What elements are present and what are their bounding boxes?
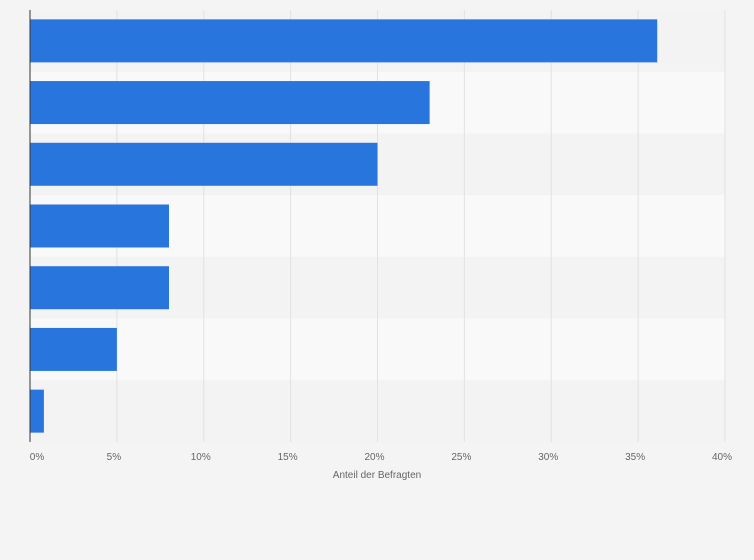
bar[interactable] xyxy=(30,81,430,125)
bars xyxy=(30,19,658,433)
bar[interactable] xyxy=(30,327,117,371)
x-tick-label: 5% xyxy=(107,452,122,463)
x-tick-label: 10% xyxy=(191,452,211,463)
bar[interactable] xyxy=(30,204,169,248)
x-tick-label: 15% xyxy=(278,452,298,463)
bar[interactable] xyxy=(30,266,169,310)
x-axis-title: Anteil der Befragten xyxy=(333,470,421,481)
bar[interactable] xyxy=(30,19,658,63)
bar[interactable] xyxy=(30,389,44,433)
x-tick-label: 35% xyxy=(625,452,645,463)
x-tick-labels: 0% 5% 10% 15% 20% 25% 30% 35% 40% xyxy=(30,452,732,463)
x-tick-label: 20% xyxy=(364,452,384,463)
x-tick-label: 25% xyxy=(451,452,471,463)
x-tick-label: 0% xyxy=(30,452,45,463)
bar[interactable] xyxy=(30,142,378,186)
x-tick-label: 40% xyxy=(712,452,732,463)
x-tick-label: 30% xyxy=(538,452,558,463)
